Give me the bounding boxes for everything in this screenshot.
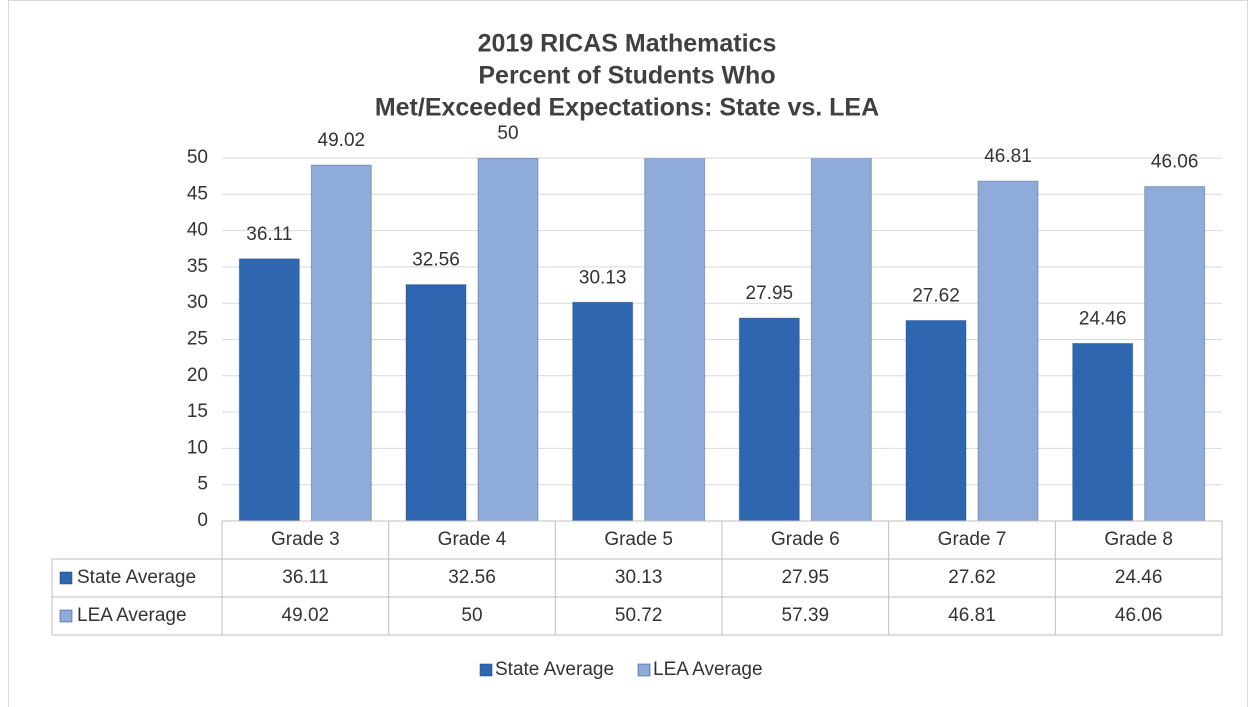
data-label: 50 <box>497 123 518 144</box>
bar <box>1144 186 1206 521</box>
legend-key <box>59 609 73 623</box>
data-label: 27.95 <box>746 283 794 304</box>
x-tick-label: Grade 4 <box>438 529 507 550</box>
table-cell: 49.02 <box>282 605 330 626</box>
table-cell: 36.11 <box>282 567 328 588</box>
table-cell: 30.13 <box>615 567 663 588</box>
data-label: 36.11 <box>246 224 292 245</box>
table-row-label: LEA Average <box>77 605 187 626</box>
bar <box>1072 342 1134 521</box>
table-cell: 50.72 <box>615 605 663 626</box>
legend-label: State Average <box>495 659 614 680</box>
table-cell: 27.62 <box>948 567 996 588</box>
bar <box>738 317 800 521</box>
bar <box>977 180 1039 521</box>
y-tick-label: 50 <box>187 147 208 168</box>
data-label: 46.06 <box>1151 152 1199 173</box>
y-tick-label: 5 <box>197 474 208 495</box>
data-label: 27.62 <box>912 285 960 306</box>
y-tick-label: 40 <box>187 220 208 241</box>
table-cell: 57.39 <box>782 605 830 626</box>
table-cell: 50 <box>461 605 482 626</box>
y-tick-label: 30 <box>187 292 208 313</box>
chart-title: Percent of Students Who <box>478 62 775 90</box>
legend-label: LEA Average <box>653 659 763 680</box>
bar <box>810 158 872 521</box>
data-label: 24.46 <box>1079 308 1127 329</box>
x-tick-label: Grade 5 <box>604 529 673 550</box>
data-label: 30.13 <box>579 267 627 288</box>
y-tick-label: 35 <box>187 256 208 277</box>
bar <box>905 319 967 521</box>
data-label: 46.81 <box>984 146 1032 167</box>
chart-title: 2019 RICAS Mathematics <box>478 30 777 58</box>
x-tick-label: Grade 6 <box>771 529 840 550</box>
y-tick-label: 20 <box>187 365 208 386</box>
y-tick-label: 45 <box>187 183 208 204</box>
legend-key <box>59 571 73 585</box>
table-row-label: State Average <box>77 567 196 588</box>
y-tick-label: 0 <box>197 510 208 531</box>
y-tick-label: 10 <box>187 437 208 458</box>
plot-area <box>238 158 1206 521</box>
legend-marker <box>637 663 651 677</box>
bar <box>310 164 372 521</box>
table-cell: 46.06 <box>1115 605 1163 626</box>
x-tick-label: Grade 3 <box>271 529 340 550</box>
data-label: 32.56 <box>412 250 460 271</box>
chart-frame <box>8 0 1248 707</box>
x-tick-label: Grade 8 <box>1104 529 1173 550</box>
legend-marker <box>479 663 493 677</box>
y-tick-label: 25 <box>187 329 208 350</box>
bar <box>405 284 467 521</box>
bar <box>644 158 706 521</box>
y-tick-label: 15 <box>187 401 208 422</box>
table-cell: 32.56 <box>448 567 496 588</box>
table-cell: 24.46 <box>1115 567 1163 588</box>
table-cell: 46.81 <box>948 605 996 626</box>
bar <box>238 258 300 521</box>
x-tick-label: Grade 7 <box>938 529 1007 550</box>
bar <box>477 158 539 521</box>
table-cell: 27.95 <box>782 567 830 588</box>
chart-title: Met/Exceeded Expectations: State vs. LEA <box>375 94 879 122</box>
data-label: 49.02 <box>318 130 366 151</box>
bar <box>572 301 634 521</box>
